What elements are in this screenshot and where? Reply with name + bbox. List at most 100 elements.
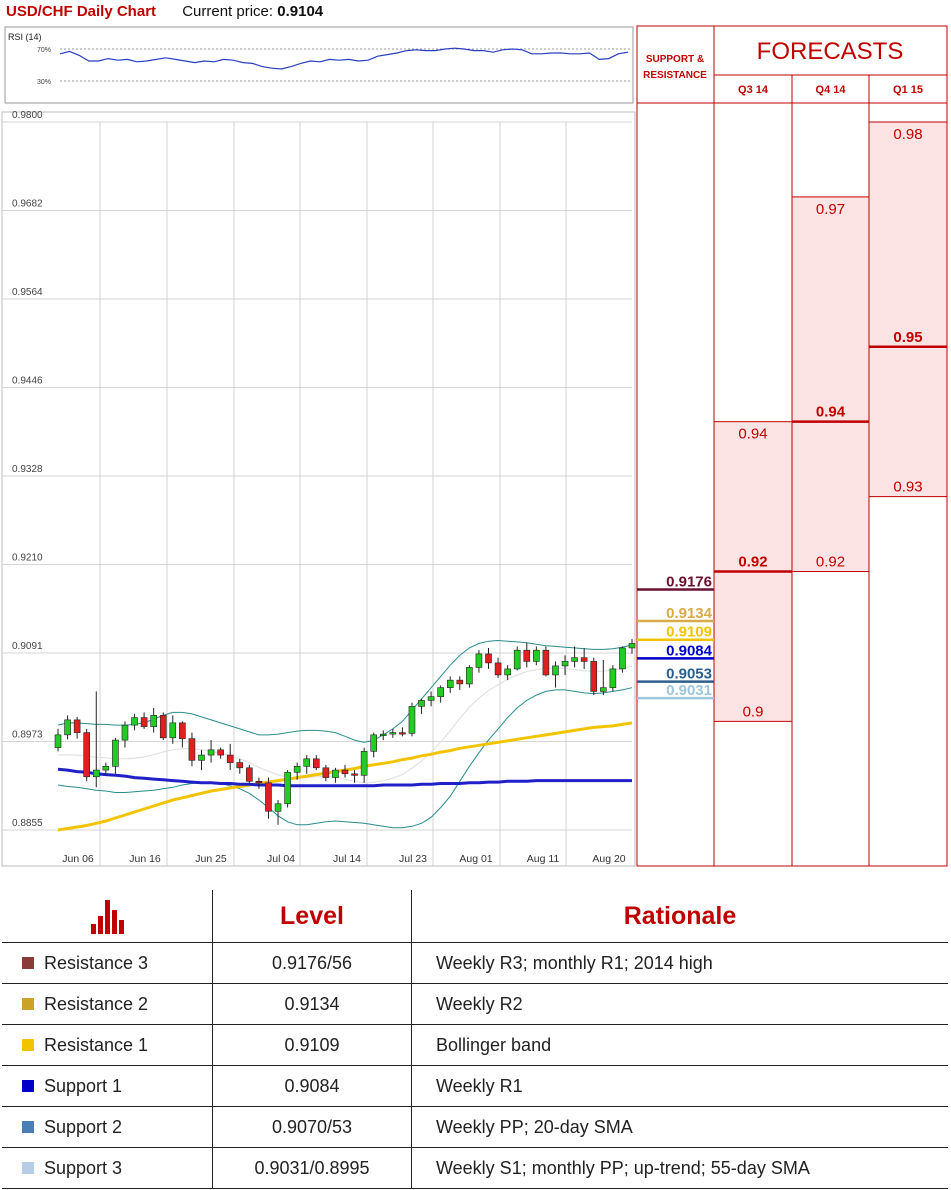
candle-down xyxy=(351,773,358,776)
row-name: Resistance 2 xyxy=(44,993,149,1014)
sr-level-label: 0.9053 xyxy=(666,666,712,683)
candle-down xyxy=(580,657,588,662)
candle-up xyxy=(379,733,387,736)
table-header-rationale: Rationale xyxy=(411,890,948,943)
table-header-level: Level xyxy=(212,890,412,943)
table-row: Support 1 0.9084 Weekly R1 xyxy=(2,1065,948,1107)
candle xyxy=(332,767,339,783)
candle-down xyxy=(246,767,253,782)
y-tick-label: 0.8973 xyxy=(12,730,43,741)
x-tick-label: Aug 11 xyxy=(527,853,560,865)
candle xyxy=(437,685,444,703)
sr-level-label: 0.9109 xyxy=(666,624,712,641)
sr-level-label: 0.9134 xyxy=(666,605,713,622)
rsi-line xyxy=(59,47,629,70)
candle-up xyxy=(466,667,473,685)
row-name: Resistance 1 xyxy=(44,1034,149,1055)
chart-area: RSI (14)70%30% 0.98000.96820.95640.94460… xyxy=(1,25,948,867)
chart-title: USD/CHF Daily Chart xyxy=(6,3,157,20)
candle-up xyxy=(418,700,425,707)
candle xyxy=(274,800,282,825)
row-level: 0.9031/0.8995 xyxy=(212,1147,412,1189)
level-swatch xyxy=(22,956,34,969)
candle xyxy=(121,721,129,748)
candle-down xyxy=(255,781,263,784)
x-tick-label: Jul 14 xyxy=(333,853,361,865)
candle-down xyxy=(399,732,406,735)
candle xyxy=(112,737,119,774)
candle-down xyxy=(140,717,148,727)
candle-down xyxy=(542,649,550,676)
candle-up xyxy=(207,749,215,756)
current-price-value: 0.9104 xyxy=(277,3,324,20)
level-swatch xyxy=(22,1161,34,1174)
candle-up xyxy=(552,665,559,676)
row-name-cell: Support 2 xyxy=(2,1106,213,1148)
candle-down xyxy=(179,722,186,739)
candle xyxy=(322,764,330,782)
level-swatch xyxy=(22,1038,34,1051)
candle-up xyxy=(437,687,444,697)
candle xyxy=(580,647,588,669)
candle-down xyxy=(73,719,81,733)
candle-up xyxy=(121,724,129,741)
candle xyxy=(102,762,110,776)
x-tick-label: Jul 23 xyxy=(399,853,427,865)
candle xyxy=(226,743,234,771)
x-tick-label: Jun 16 xyxy=(129,853,161,865)
row-name-cell: Resistance 3 xyxy=(2,942,213,984)
candle-up xyxy=(64,719,71,736)
candle-up xyxy=(504,668,511,676)
candle xyxy=(179,721,186,748)
candle xyxy=(284,770,291,808)
candle-down xyxy=(341,769,349,775)
candle xyxy=(533,646,540,666)
forecast-high-label: 0.94 xyxy=(738,426,767,443)
candle-down xyxy=(265,782,272,812)
candle-up xyxy=(561,661,569,667)
candle-up xyxy=(599,687,607,692)
x-tick-label: Aug 01 xyxy=(459,853,492,865)
row-name-cell: Support 3 xyxy=(2,1147,213,1189)
candle xyxy=(341,764,349,778)
table-row: Resistance 1 0.9109 Bollinger band xyxy=(2,1024,948,1066)
candle-up xyxy=(92,769,100,778)
candle-up xyxy=(274,803,282,812)
bar-chart-icon xyxy=(91,900,124,934)
candle xyxy=(64,715,71,740)
row-level: 0.9176/56 xyxy=(212,942,412,984)
candle-up xyxy=(427,696,435,701)
x-tick-label: Jun 25 xyxy=(195,853,227,865)
candle-up xyxy=(332,769,339,778)
candle xyxy=(255,777,263,789)
candle-down xyxy=(456,679,464,685)
candle xyxy=(207,740,215,763)
candle xyxy=(599,659,607,696)
x-tick-label: Aug 20 xyxy=(592,853,625,865)
x-tick-label: Jul 04 xyxy=(267,853,295,865)
row-name: Support 2 xyxy=(44,1116,123,1137)
price-chart: 0.9800 0.9682 0.9564 0.9446 0.9328 0.9210 0.90… xyxy=(1,110,636,867)
bollinger-mid-line xyxy=(57,665,633,784)
y-tick-label: 0.9564 xyxy=(12,287,43,298)
y-tick-label: 0.9446 xyxy=(12,376,43,387)
candle-down xyxy=(590,661,598,692)
candle-down xyxy=(312,758,320,769)
candle xyxy=(73,716,81,739)
candle-up xyxy=(408,706,416,734)
candle-up xyxy=(131,717,138,726)
candle xyxy=(523,642,531,668)
candle-up xyxy=(150,715,157,727)
row-rationale: Weekly R2 xyxy=(411,983,948,1025)
forecast-col-label: Q4 14 xyxy=(816,84,847,96)
candle-down xyxy=(188,738,196,761)
candle-up xyxy=(169,722,177,739)
level-swatch xyxy=(22,1120,34,1133)
y-tick-label: 0.9210 xyxy=(12,553,43,564)
rsi-panel: RSI (14) 70% 30% xyxy=(4,26,634,104)
candle xyxy=(475,650,483,673)
forecast-high-label: 0.97 xyxy=(816,201,845,218)
candle xyxy=(466,665,473,688)
row-rationale: Weekly R3; monthly R1; 2014 high xyxy=(411,942,948,984)
candle xyxy=(370,732,378,758)
